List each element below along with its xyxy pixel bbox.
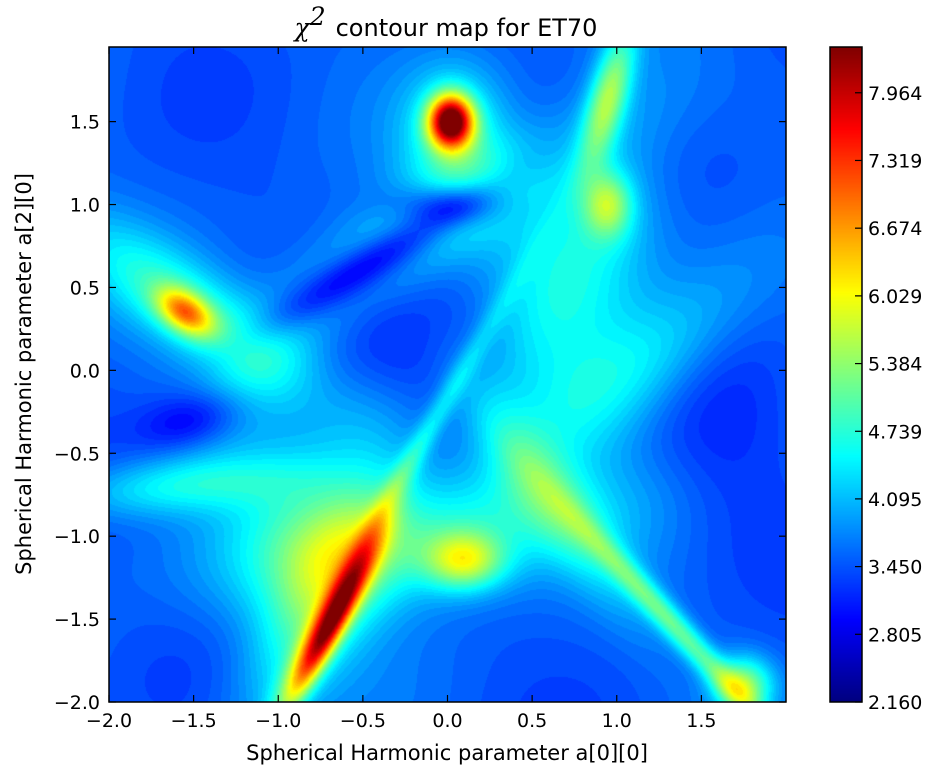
colorbar-tick-label: 7.964 — [868, 83, 922, 105]
colorbar-tick-label: 6.029 — [868, 286, 922, 308]
y-tick-label: −2.0 — [54, 692, 100, 714]
x-tick-label: 1.0 — [602, 710, 632, 732]
colorbar-tick-label: 4.739 — [868, 421, 922, 443]
colorbar-ticks: 2.160 2.805 3.450 4.095 4.739 5.384 6.029 6.674… — [855, 83, 922, 714]
x-tick-label: −0.5 — [340, 710, 386, 732]
y-tick-label: −0.5 — [54, 443, 100, 465]
x-tick-label: −1.5 — [171, 710, 217, 732]
title-text: contour map for ET70 — [336, 14, 598, 42]
y-tick-label: −1.5 — [54, 609, 100, 631]
chart-title: χ2 contour map for ET70 — [293, 2, 598, 42]
y-axis-label: Spherical Harmonic parameter a[2][0] — [12, 173, 36, 575]
colorbar-tick-label: 7.319 — [868, 150, 922, 172]
colorbar-tick-label: 6.674 — [868, 218, 922, 240]
y-tick-label: 1.0 — [70, 195, 100, 217]
colorbar: 2.160 2.805 3.450 4.095 4.739 5.384 6.029 6.674… — [830, 47, 922, 714]
x-tick-label: 0.5 — [517, 710, 547, 732]
colorbar-tick-label: 5.384 — [868, 354, 922, 376]
title-symbol: χ — [293, 13, 312, 42]
y-tick-label: 1.5 — [70, 112, 100, 134]
x-tick-label: 1.5 — [686, 710, 716, 732]
colorbar-tick-label: 2.160 — [868, 692, 922, 714]
plot-area — [109, 47, 786, 702]
y-tick-label: 0.5 — [70, 277, 100, 299]
x-axis-label: Spherical Harmonic parameter a[0][0] — [246, 741, 648, 765]
y-tick-label: 0.0 — [70, 360, 100, 382]
title-superscript: 2 — [309, 2, 326, 31]
colorbar-tick-label: 3.450 — [868, 557, 922, 579]
colorbar-gradient — [830, 47, 862, 702]
heatmap-surface — [109, 47, 786, 702]
y-tick-label: −1.0 — [54, 526, 100, 548]
colorbar-tick-label: 2.805 — [868, 624, 922, 646]
x-tick-label: −1.0 — [255, 710, 301, 732]
x-tick-label: 0.0 — [432, 710, 462, 732]
colorbar-tick-label: 4.095 — [868, 489, 922, 511]
